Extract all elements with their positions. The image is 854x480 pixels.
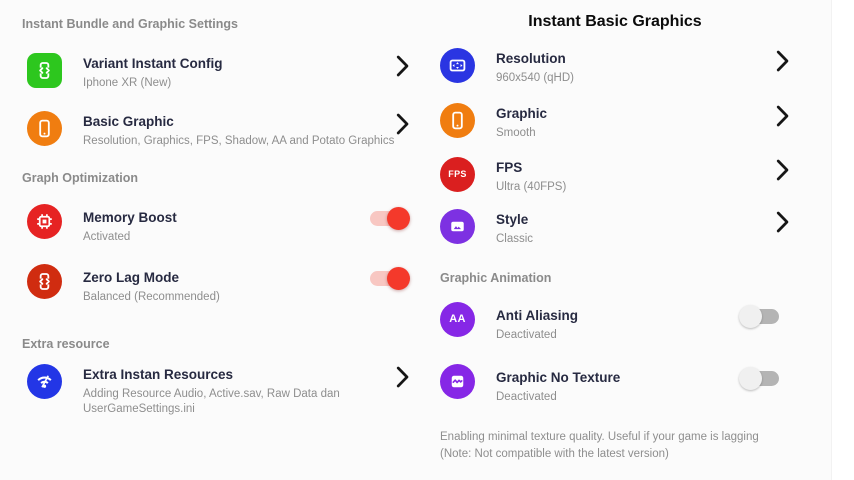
item-text: Anti Aliasing Deactivated: [496, 302, 578, 343]
fps-badge-icon: FPS: [440, 157, 475, 192]
item-subtitle: Iphone XR (New): [83, 77, 172, 89]
chevron-right-icon[interactable]: [775, 104, 790, 133]
right-gutter: [831, 0, 854, 480]
setting-style[interactable]: Style Classic: [440, 209, 790, 247]
item-text: FPS Ultra (40FPS): [496, 157, 566, 195]
chevron-right-icon[interactable]: [775, 49, 790, 78]
item-title: Anti Aliasing: [496, 308, 579, 323]
item-title: Style: [496, 212, 529, 227]
section-label-bundle-settings: Instant Bundle and Graphic Settings: [22, 17, 238, 31]
item-text: Extra Instan Resources Adding Resource A…: [83, 364, 365, 416]
item-subtitle: Resolution, Graphics, FPS, Shadow, AA an…: [83, 135, 395, 147]
item-subtitle: Adding Resource Audio, Active.sav, Raw D…: [83, 388, 340, 415]
item-subtitle: Balanced (Recommended): [83, 291, 220, 303]
section-label-graphic-animation: Graphic Animation: [440, 271, 552, 285]
fps-glyph: FPS: [448, 169, 467, 179]
chevron-right-icon[interactable]: [775, 210, 790, 239]
item-text: Graphic No Texture Deactivated: [496, 364, 620, 405]
item-text: Style Classic: [496, 209, 533, 247]
item-title: Resolution: [496, 51, 566, 66]
setting-basic-graphic[interactable]: Basic Graphic Resolution, Graphics, FPS,…: [27, 111, 410, 149]
anti-aliasing-toggle[interactable]: [739, 305, 779, 328]
zero-lag-toggle[interactable]: [370, 267, 410, 290]
footer-note: Enabling minimal texture quality. Useful…: [440, 431, 759, 460]
setting-graphic[interactable]: Graphic Smooth: [440, 103, 790, 141]
item-text: Variant Instant Config Iphone XR (New): [83, 53, 223, 91]
memory-boost-toggle[interactable]: [370, 207, 410, 230]
cpu-chip-icon: [27, 204, 62, 239]
item-title: Memory Boost: [83, 210, 177, 225]
item-subtitle: Ultra (40FPS): [496, 181, 567, 193]
item-text: Resolution 960x540 (qHD): [496, 48, 574, 86]
item-subtitle: Deactivated: [496, 391, 557, 403]
setting-fps[interactable]: FPS FPS Ultra (40FPS): [440, 157, 790, 195]
smartphone-icon: [440, 103, 475, 138]
toggle-knob: [739, 367, 762, 390]
section-label-graph-optimization: Graph Optimization: [22, 171, 138, 185]
chevron-right-icon[interactable]: [395, 112, 410, 141]
item-subtitle: Classic: [496, 233, 534, 245]
smartphone-icon: [27, 111, 62, 146]
left-panel: Instant Bundle and Graphic Settings Vari…: [22, 17, 410, 416]
no-texture-icon: [440, 364, 475, 399]
section-label-extra-resource: Extra resource: [22, 337, 110, 351]
aa-badge-icon: AA: [440, 302, 475, 337]
item-title: Variant Instant Config: [83, 56, 223, 71]
phone-code-icon: [27, 264, 62, 299]
aa-glyph: AA: [449, 313, 466, 325]
setting-variant-instant-config[interactable]: Variant Instant Config Iphone XR (New): [27, 53, 410, 91]
toggle-knob: [387, 207, 410, 230]
item-title: Extra Instan Resources: [83, 367, 234, 382]
item-subtitle: Smooth: [496, 127, 536, 139]
item-text: Zero Lag Mode Balanced (Recommended): [83, 264, 220, 305]
item-title: Graphic: [496, 106, 548, 121]
item-title: Basic Graphic: [83, 114, 174, 129]
item-text: Graphic Smooth: [496, 103, 547, 141]
setting-anti-aliasing[interactable]: AA Anti Aliasing Deactivated: [440, 302, 790, 343]
setting-extra-instan-resources[interactable]: Extra Instan Resources Adding Resource A…: [27, 364, 410, 416]
no-texture-toggle[interactable]: [739, 367, 779, 390]
screen-resolution-icon: [440, 48, 475, 83]
item-title: FPS: [496, 160, 523, 175]
chevron-right-icon[interactable]: [395, 365, 410, 394]
item-subtitle: 960x540 (qHD): [496, 72, 574, 84]
setting-graphic-no-texture[interactable]: Graphic No Texture Deactivated: [440, 364, 790, 405]
item-subtitle: Activated: [83, 231, 131, 243]
item-text: Basic Graphic Resolution, Graphics, FPS,…: [83, 111, 394, 149]
setting-resolution[interactable]: Resolution 960x540 (qHD): [440, 48, 790, 86]
wifi-resource-icon: [27, 364, 62, 399]
item-text: Memory Boost Activated: [83, 204, 177, 245]
setting-zero-lag-mode[interactable]: Zero Lag Mode Balanced (Recommended): [27, 264, 410, 305]
image-style-icon: [440, 209, 475, 244]
toggle-knob: [387, 267, 410, 290]
page-title: Instant Basic Graphics: [528, 13, 702, 30]
item-title: Graphic No Texture: [496, 370, 621, 385]
chevron-right-icon[interactable]: [775, 158, 790, 187]
item-title: Zero Lag Mode: [83, 270, 180, 285]
toggle-knob: [739, 305, 762, 328]
setting-memory-boost[interactable]: Memory Boost Activated: [27, 204, 410, 245]
phone-code-icon: [27, 53, 62, 88]
item-subtitle: Deactivated: [496, 329, 557, 341]
right-panel: Instant Basic Graphics Resolution 960x54…: [440, 0, 790, 480]
chevron-right-icon[interactable]: [395, 54, 410, 83]
